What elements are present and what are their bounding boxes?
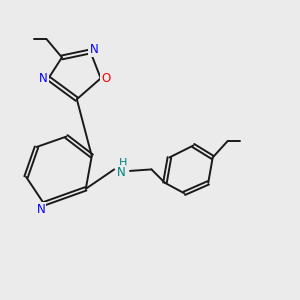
Text: N: N: [89, 43, 98, 56]
Text: N: N: [117, 166, 125, 179]
Text: O: O: [101, 72, 111, 85]
Text: N: N: [37, 202, 45, 216]
Text: H: H: [119, 158, 127, 168]
Text: N: N: [39, 72, 47, 85]
